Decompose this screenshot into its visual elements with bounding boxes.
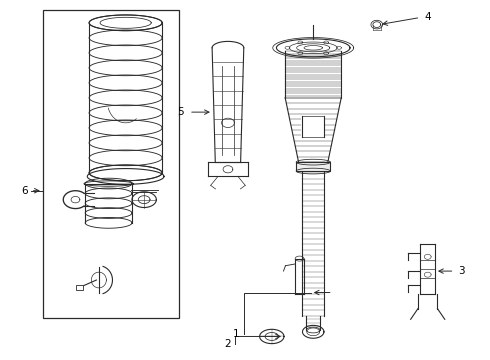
Bar [43,10,179,318]
Bar [301,116,325,137]
Bar [296,162,330,171]
Text: 2: 2 [224,339,231,349]
Bar [76,285,83,290]
Text: 6: 6 [22,186,28,196]
Text: 4: 4 [424,13,431,22]
Text: 1: 1 [233,329,240,339]
Text: 5: 5 [177,107,184,117]
Text: 3: 3 [459,266,465,276]
